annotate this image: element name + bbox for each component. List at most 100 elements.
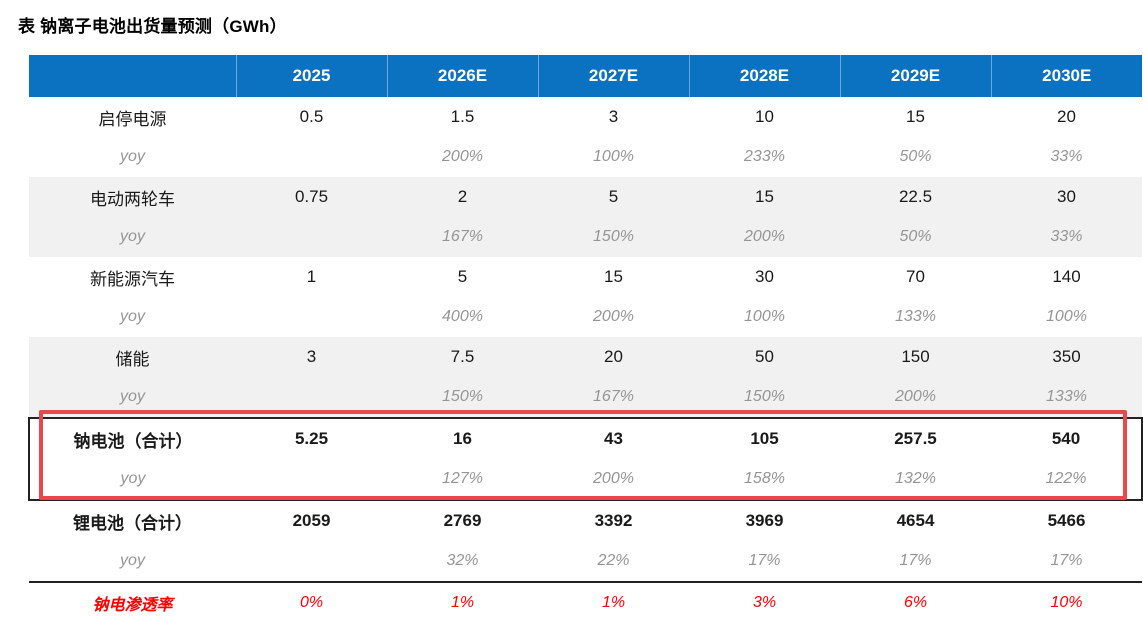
- row-label: 钠电池（合计）: [28, 417, 236, 459]
- row-label: 锂电池（合计）: [29, 500, 236, 541]
- cell-value: 133%: [991, 377, 1142, 418]
- table-row-钠电渗透率: 钠电渗透率 0% 1% 1% 3% 6% 10%: [29, 581, 1142, 618]
- table-body: 启停电源 0.5 1.5 3 10 15 20 yoy 200% 100% 233% 50% 33% 电动…: [28, 97, 1143, 618]
- cell-value: [236, 137, 387, 177]
- cell-value: 3969: [689, 500, 840, 541]
- table-row-锂电池（合计）: 锂电池（合计） 2059 2769 3392 3969 4654 5466: [29, 500, 1142, 541]
- table-title: 表 钠离子电池出货量预测（GWh）: [18, 17, 287, 36]
- header-year-2026E: 2026E: [386, 55, 538, 97]
- cell-value: 3392: [538, 500, 689, 541]
- header-year-2027E: 2027E: [537, 55, 689, 97]
- table-row-yoy: yoy 167% 150% 200% 50% 33%: [29, 217, 1142, 257]
- cell-value: [236, 377, 387, 418]
- cell-value: 350: [991, 337, 1142, 377]
- cell-value: [236, 217, 387, 257]
- cell-value: 233%: [689, 137, 840, 177]
- table-row-钠电池（合计）: 钠电池（合计） 5.25 16 43 105 257.5 540: [28, 417, 1143, 459]
- cell-value: 3%: [689, 581, 840, 618]
- cell-value: 4654: [840, 500, 991, 541]
- cell-value: 158%: [689, 459, 840, 501]
- table-row-新能源汽车: 新能源汽车 1 5 15 30 70 140: [29, 257, 1142, 297]
- row-label: 电动两轮车: [29, 177, 236, 217]
- cell-value: 200%: [538, 459, 689, 501]
- row-label: 新能源汽车: [29, 257, 236, 297]
- cell-value: 100%: [689, 297, 840, 337]
- cell-value: 16: [387, 417, 538, 459]
- cell-value: 100%: [538, 137, 689, 177]
- cell-value: 15: [689, 177, 840, 217]
- cell-value: 1%: [538, 581, 689, 618]
- cell-value: 0.5: [236, 97, 387, 137]
- cell-value: 122%: [991, 459, 1143, 501]
- cell-value: 200%: [387, 137, 538, 177]
- row-label: 启停电源: [29, 97, 236, 137]
- table-row-yoy: yoy 150% 167% 150% 200% 133%: [29, 377, 1142, 418]
- cell-value: 5: [387, 257, 538, 297]
- table-row-电动两轮车: 电动两轮车 0.75 2 5 15 22.5 30: [29, 177, 1142, 217]
- cell-value: 7.5: [387, 337, 538, 377]
- cell-value: 5466: [991, 500, 1142, 541]
- cell-value: 3: [538, 97, 689, 137]
- row-label: yoy: [29, 377, 236, 418]
- cell-value: 100%: [991, 297, 1142, 337]
- cell-value: 1%: [387, 581, 538, 618]
- cell-value: 20: [991, 97, 1142, 137]
- cell-value: 3: [236, 337, 387, 377]
- cell-value: 540: [991, 417, 1143, 459]
- cell-value: 5.25: [236, 417, 387, 459]
- cell-value: 200%: [840, 377, 991, 418]
- cell-value: 2059: [236, 500, 387, 541]
- forecast-table: 2025 2026E 2027E 2028E 2029E 2030E 启停电源 0.5 1.5…: [28, 55, 1143, 618]
- row-label: yoy: [28, 459, 236, 501]
- table-row-yoy: yoy 400% 200% 100% 133% 100%: [29, 297, 1142, 337]
- row-label: yoy: [29, 541, 236, 582]
- header-empty-cell: [29, 55, 236, 97]
- cell-value: 257.5: [840, 417, 991, 459]
- table-row-储能: 储能 3 7.5 20 50 150 350: [29, 337, 1142, 377]
- cell-value: 150%: [689, 377, 840, 418]
- header-year-2025: 2025: [235, 55, 387, 97]
- cell-value: 150: [840, 337, 991, 377]
- cell-value: 22%: [538, 541, 689, 582]
- cell-value: 33%: [991, 137, 1142, 177]
- cell-value: 5: [538, 177, 689, 217]
- header-year-2028E: 2028E: [688, 55, 840, 97]
- cell-value: 30: [689, 257, 840, 297]
- cell-value: 32%: [387, 541, 538, 582]
- row-label: yoy: [29, 137, 236, 177]
- table-header: 2025 2026E 2027E 2028E 2029E 2030E: [29, 55, 1142, 97]
- cell-value: 50%: [840, 137, 991, 177]
- cell-value: 50: [689, 337, 840, 377]
- cell-value: 200%: [689, 217, 840, 257]
- cell-value: 70: [840, 257, 991, 297]
- cell-value: 1: [236, 257, 387, 297]
- cell-value: 33%: [991, 217, 1142, 257]
- cell-value: 43: [538, 417, 689, 459]
- cell-value: 15: [538, 257, 689, 297]
- table-row-yoy: yoy 32% 22% 17% 17% 17%: [29, 541, 1142, 582]
- cell-value: 132%: [840, 459, 991, 501]
- cell-value: 17%: [689, 541, 840, 582]
- cell-value: [236, 459, 387, 501]
- cell-value: 6%: [840, 581, 991, 618]
- cell-value: 30: [991, 177, 1142, 217]
- cell-value: 17%: [991, 541, 1142, 582]
- row-label: 钠电渗透率: [29, 581, 236, 618]
- cell-value: 167%: [387, 217, 538, 257]
- cell-value: 150%: [538, 217, 689, 257]
- row-label: 储能: [29, 337, 236, 377]
- cell-value: [236, 297, 387, 337]
- cell-value: 15: [840, 97, 991, 137]
- cell-value: 127%: [387, 459, 538, 501]
- cell-value: 140: [991, 257, 1142, 297]
- cell-value: 133%: [840, 297, 991, 337]
- cell-value: 150%: [387, 377, 538, 418]
- table-row-启停电源: 启停电源 0.5 1.5 3 10 15 20: [29, 97, 1142, 137]
- header-year-2030E: 2030E: [990, 55, 1142, 97]
- cell-value: 50%: [840, 217, 991, 257]
- cell-value: 105: [689, 417, 840, 459]
- table-row-yoy: yoy 127% 200% 158% 132% 122%: [28, 459, 1143, 501]
- cell-value: 20: [538, 337, 689, 377]
- cell-value: 22.5: [840, 177, 991, 217]
